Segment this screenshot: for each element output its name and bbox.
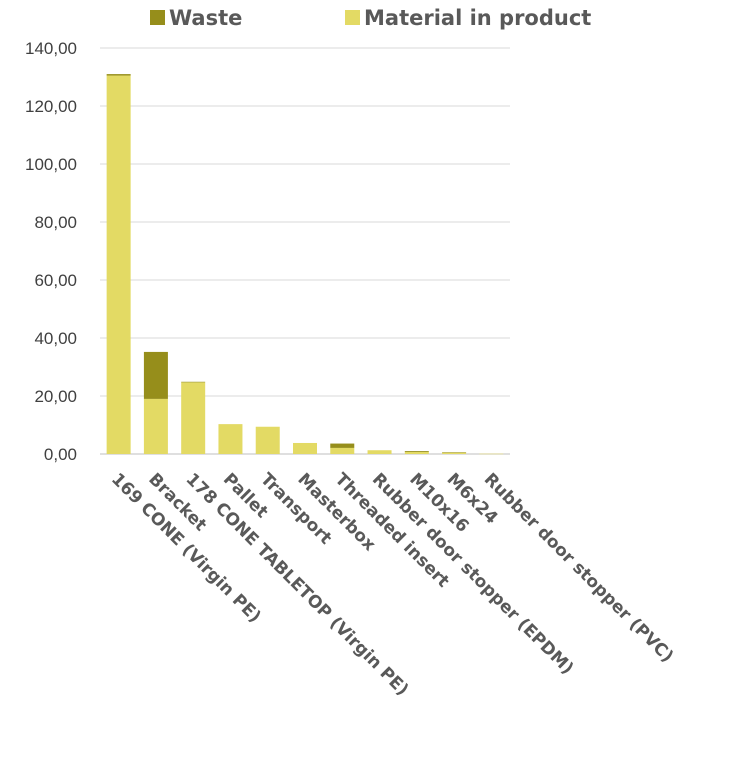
bar-segment	[404, 451, 429, 454]
y-tick-label: 60,00	[34, 271, 77, 290]
y-tick-label: 120,00	[25, 97, 77, 116]
bar-segment	[181, 381, 206, 383]
bar-segment	[143, 351, 168, 399]
bar-segment	[181, 382, 206, 454]
bar-segment	[106, 74, 131, 76]
legend-swatch	[345, 10, 360, 25]
bar-segment	[293, 442, 317, 454]
y-tick-label: 0,00	[44, 445, 77, 464]
y-tick-label: 80,00	[34, 213, 77, 232]
bar-segment	[106, 75, 131, 455]
bar-segment	[255, 426, 280, 454]
bar-segment	[479, 453, 504, 455]
bar-segment	[404, 451, 429, 452]
bar-segment	[143, 398, 168, 454]
legend-label: Material in product	[364, 6, 591, 30]
bar-segment	[218, 424, 243, 454]
legend-swatch	[150, 10, 165, 25]
y-tick-label: 140,00	[25, 39, 77, 58]
bar-segment	[330, 447, 355, 454]
y-tick-label: 100,00	[25, 155, 77, 174]
bars	[106, 74, 504, 455]
y-tick-label: 40,00	[34, 329, 77, 348]
bar-segment	[367, 450, 392, 454]
bar-segment	[442, 452, 467, 454]
gridlines	[100, 47, 510, 455]
y-tick-label: 20,00	[34, 387, 77, 406]
legend-label: Waste	[169, 6, 242, 30]
y-axis: 0,00 20,00 40,00 60,00 80,00 100,00 120,00 140,…	[25, 39, 77, 464]
bar-segment	[442, 452, 467, 453]
x-category-label: Rubber door stopper (PVC)	[480, 469, 677, 666]
bar-segment	[330, 443, 355, 448]
legend: Waste Material in product	[150, 6, 591, 30]
